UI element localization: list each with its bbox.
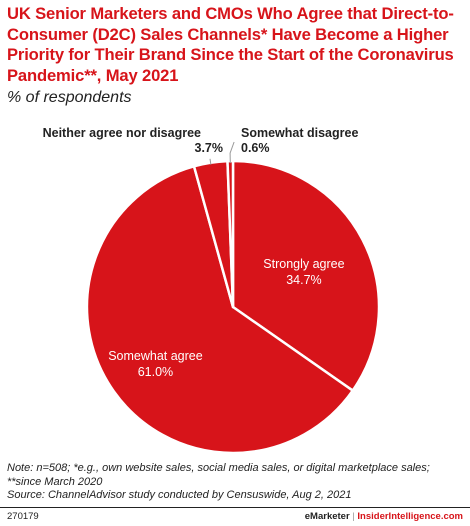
footer-divider xyxy=(0,507,470,508)
slice-value-strongly-agree: 34.7% xyxy=(286,273,321,287)
chart-notes: Note: n=508; *e.g., own website sales, s… xyxy=(7,462,465,503)
brand-separator: | xyxy=(352,511,355,522)
slice-value-somewhat-agree: 61.0% xyxy=(138,365,173,379)
leader-line xyxy=(209,158,212,165)
brand: eMarketer | InsiderIntelligence.com xyxy=(305,511,463,522)
pie-chart: Strongly agree 34.7% Somewhat agree 61.0% Ne… xyxy=(43,126,381,455)
brand-site: InsiderIntelligence.com xyxy=(357,511,463,522)
slice-label-somewhat-agree: Somewhat agree xyxy=(108,349,203,363)
slice-value-somewhat-disagree: 0.6% xyxy=(241,141,270,155)
pie-slice-strongly-agree xyxy=(231,159,381,392)
source-line: Source: ChannelAdvisor study conducted b… xyxy=(7,489,352,501)
brand-name: eMarketer xyxy=(304,511,350,522)
note-line: Note: n=508; *e.g., own website sales, s… xyxy=(7,462,430,474)
chart-title: UK Senior Marketers and CMOs Who Agree t… xyxy=(7,4,454,85)
pie-slice-somewhat-agree xyxy=(85,165,354,455)
slice-label-strongly-agree: Strongly agree xyxy=(263,257,344,271)
note-line: **since March 2020 xyxy=(7,475,103,488)
slice-value-neither-agree-nor-disagree: 3.7% xyxy=(195,141,224,155)
chart-id: 270179 xyxy=(7,511,39,522)
footer: 270179 eMarketer | InsiderIntelligence.c… xyxy=(7,510,463,524)
leader-line xyxy=(229,141,235,154)
slice-label-neither-agree-nor-disagree: Neither agree nor disagree xyxy=(43,126,201,140)
chart-subtitle: % of respondents xyxy=(7,89,132,106)
slice-label-somewhat-disagree: Somewhat disagree xyxy=(241,126,358,140)
